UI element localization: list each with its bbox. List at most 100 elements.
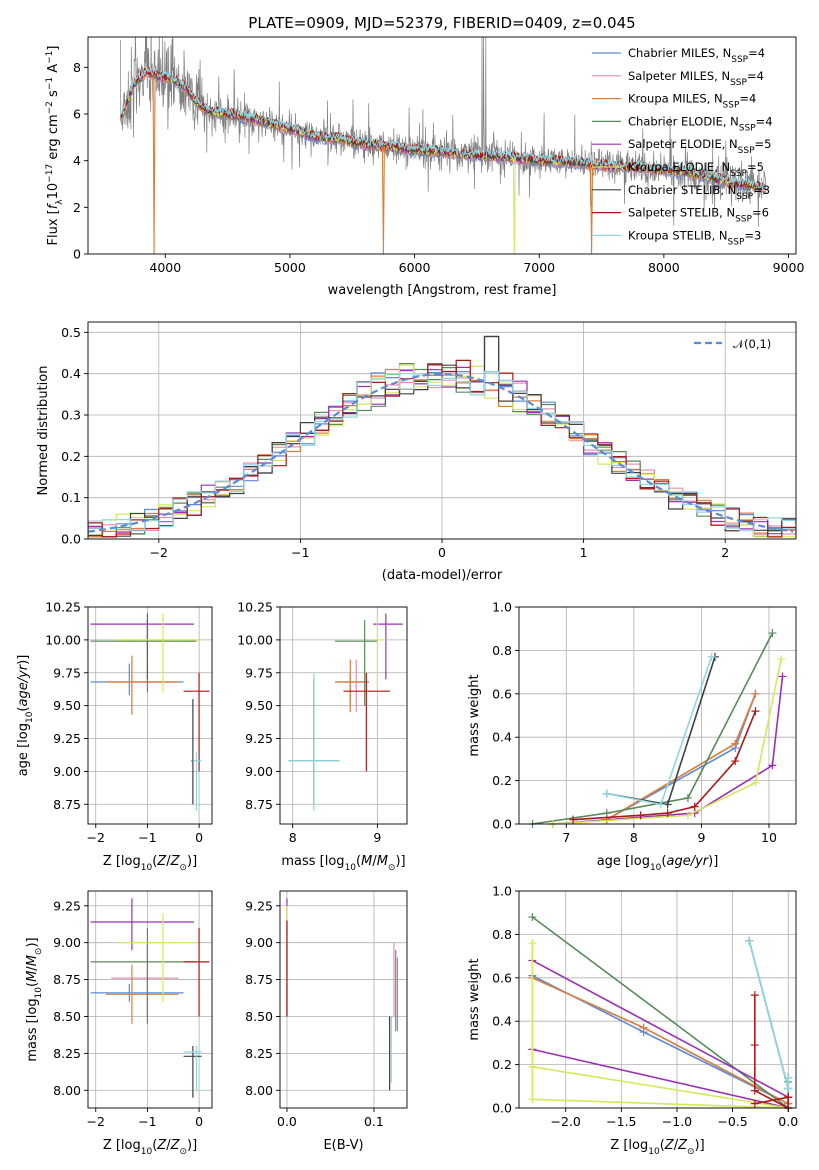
y-tick-label: 0.3	[61, 408, 81, 423]
errorbar-point-1	[90, 663, 184, 696]
model-dropout-4	[590, 164, 594, 254]
series-2	[602, 689, 760, 824]
series-line	[531, 959, 789, 1110]
series-marker	[751, 707, 760, 716]
series-5	[528, 956, 793, 1112]
errorbar-point-3	[335, 659, 369, 713]
errorbar-point-1	[335, 672, 369, 706]
mass-vs-Z-plot: −2 −1 0 8.00 8.25 8.50 8.75 9.00 9.25 Z [log10(Z/…	[25, 890, 213, 1157]
model-dropout-3	[512, 158, 516, 254]
y-tick-label: 0	[73, 247, 81, 262]
y-tick-label: 9.75	[53, 665, 81, 680]
residuals-x-label: (data-model)/error	[382, 568, 503, 583]
spectrum-title: PLATE=0909, MJD=52379, FIBERID=0409, z=0…	[248, 14, 635, 32]
x-tick-label: −1	[138, 830, 156, 845]
y-tick-label: 8.50	[245, 1009, 273, 1024]
series-marker	[528, 1062, 537, 1071]
series-marker	[751, 689, 760, 698]
mass-vs-ebv-x-label: E(B-V)	[323, 1138, 363, 1153]
x-tick-label: −1.5	[606, 1114, 636, 1129]
series-marker	[731, 739, 740, 748]
series-marker	[750, 1041, 759, 1050]
spectrum-x-label: wavelength [Angstrom, rest frame]	[328, 283, 557, 298]
x-tick-label: −2	[87, 830, 105, 845]
y-tick-label: 10.25	[45, 600, 81, 615]
series-8	[750, 991, 793, 1112]
x-tick-label: −2	[150, 545, 168, 560]
series-marker	[656, 800, 665, 809]
x-tick-label: 8	[289, 830, 297, 845]
y-tick-label: 0.2	[492, 773, 512, 788]
series-4	[528, 913, 793, 1112]
series-marker	[528, 939, 537, 948]
series-marker	[777, 655, 786, 664]
errorbar-point-5	[90, 898, 194, 951]
series-marker	[784, 1093, 793, 1102]
y-tick-label: 9.00	[245, 764, 273, 779]
x-tick-label: 0	[195, 1114, 203, 1129]
model-dropout-2	[381, 146, 385, 254]
y-tick-label: 0.2	[61, 449, 81, 464]
y-tick-label: 4	[73, 153, 81, 168]
series-marker	[663, 809, 672, 818]
mass-vs-Z-y-label: mass [log10(M/M⊙)]	[25, 937, 44, 1061]
x-tick-label: 0	[195, 830, 203, 845]
spectrum-legend: Chabrier MILES, NSSP=4 Salpeter MILES, NS…	[592, 46, 773, 247]
series-line	[606, 693, 757, 821]
y-tick-label: 9.25	[245, 731, 273, 746]
model-spectrum-9	[119, 67, 767, 189]
y-tick-label: 9.00	[53, 935, 81, 950]
y-tick-label: 8.25	[245, 1046, 273, 1061]
x-tick-label: 0	[438, 545, 446, 560]
y-tick-label: 0.4	[492, 730, 512, 745]
age-vs-mass-x-label: mass [log10(M/M⊙)]	[281, 854, 405, 873]
axes-frame	[518, 890, 797, 1109]
errorbar-point-9	[288, 672, 340, 811]
axes-frame	[279, 890, 408, 1109]
axes-frame	[518, 606, 797, 825]
histogram-8	[88, 359, 796, 538]
spectrum-y-label: Flux [fλ10−17 erg cm−2 s−1 A−1]	[45, 46, 65, 246]
series-marker	[602, 809, 611, 818]
series-marker	[602, 789, 611, 798]
age-vs-Z-plot: −2 −1 0 8.75 9.00 9.25 9.50 9.75 10.00 10.25 Z [lo…	[16, 600, 213, 873]
residuals-plot: −2 −1 0 1 2 0.0 0.1 0.2 0.3 0.4 0.5 (data-model)/er…	[36, 321, 797, 583]
series-line	[531, 943, 789, 1109]
y-tick-label: 0.6	[492, 970, 512, 985]
x-tick-label: 7	[562, 830, 570, 845]
axes-frame	[87, 606, 213, 825]
x-tick-label: 2	[721, 545, 729, 560]
series-line	[572, 710, 757, 821]
y-tick-label: 0.0	[492, 1101, 512, 1116]
series-marker	[768, 629, 777, 638]
axes-frame	[87, 890, 213, 1109]
histogram-9	[88, 371, 796, 538]
y-tick-label: 0.2	[492, 1057, 512, 1072]
residuals-y-label: Normed distribution	[36, 366, 51, 496]
x-tick-label: 0.0	[277, 1114, 297, 1129]
errorbar-point-5	[373, 613, 403, 680]
legend-entry-8: Salpeter STELIB, NSSP=6	[628, 206, 769, 225]
axes-frame	[87, 36, 797, 255]
y-tick-label: 0.1	[61, 490, 81, 505]
x-tick-label: −2	[87, 1114, 105, 1129]
errorbar-point-3	[106, 655, 179, 715]
y-tick-label: 8	[73, 60, 81, 75]
series-marker	[751, 778, 760, 787]
series-marker	[750, 1086, 759, 1095]
y-tick-label: 0.4	[492, 1014, 512, 1029]
legend-entry-6: Kroupa ELODIE, NSSP=5	[628, 160, 764, 179]
series-3	[602, 689, 760, 824]
series-marker	[683, 793, 692, 802]
y-tick-label: 9.25	[53, 731, 81, 746]
errorbar-point-8	[183, 927, 210, 1017]
errorbar-point-9	[192, 751, 202, 811]
y-tick-label: 1.0	[492, 884, 512, 899]
x-tick-label: 8000	[648, 260, 680, 275]
y-tick-label: 0.4	[61, 366, 81, 381]
age-vs-Z-y-label: age [log10(age/yr)]	[16, 655, 35, 777]
y-tick-label: 8.00	[53, 1083, 81, 1098]
mass-vs-ebv-plot: 0.0 0.1 8.00 8.25 8.50 8.75 9.00 9.25 E(B-V)	[245, 890, 408, 1153]
legend-entry-3: Kroupa MILES, NSSP=4	[628, 92, 756, 111]
series-marker	[731, 757, 740, 766]
